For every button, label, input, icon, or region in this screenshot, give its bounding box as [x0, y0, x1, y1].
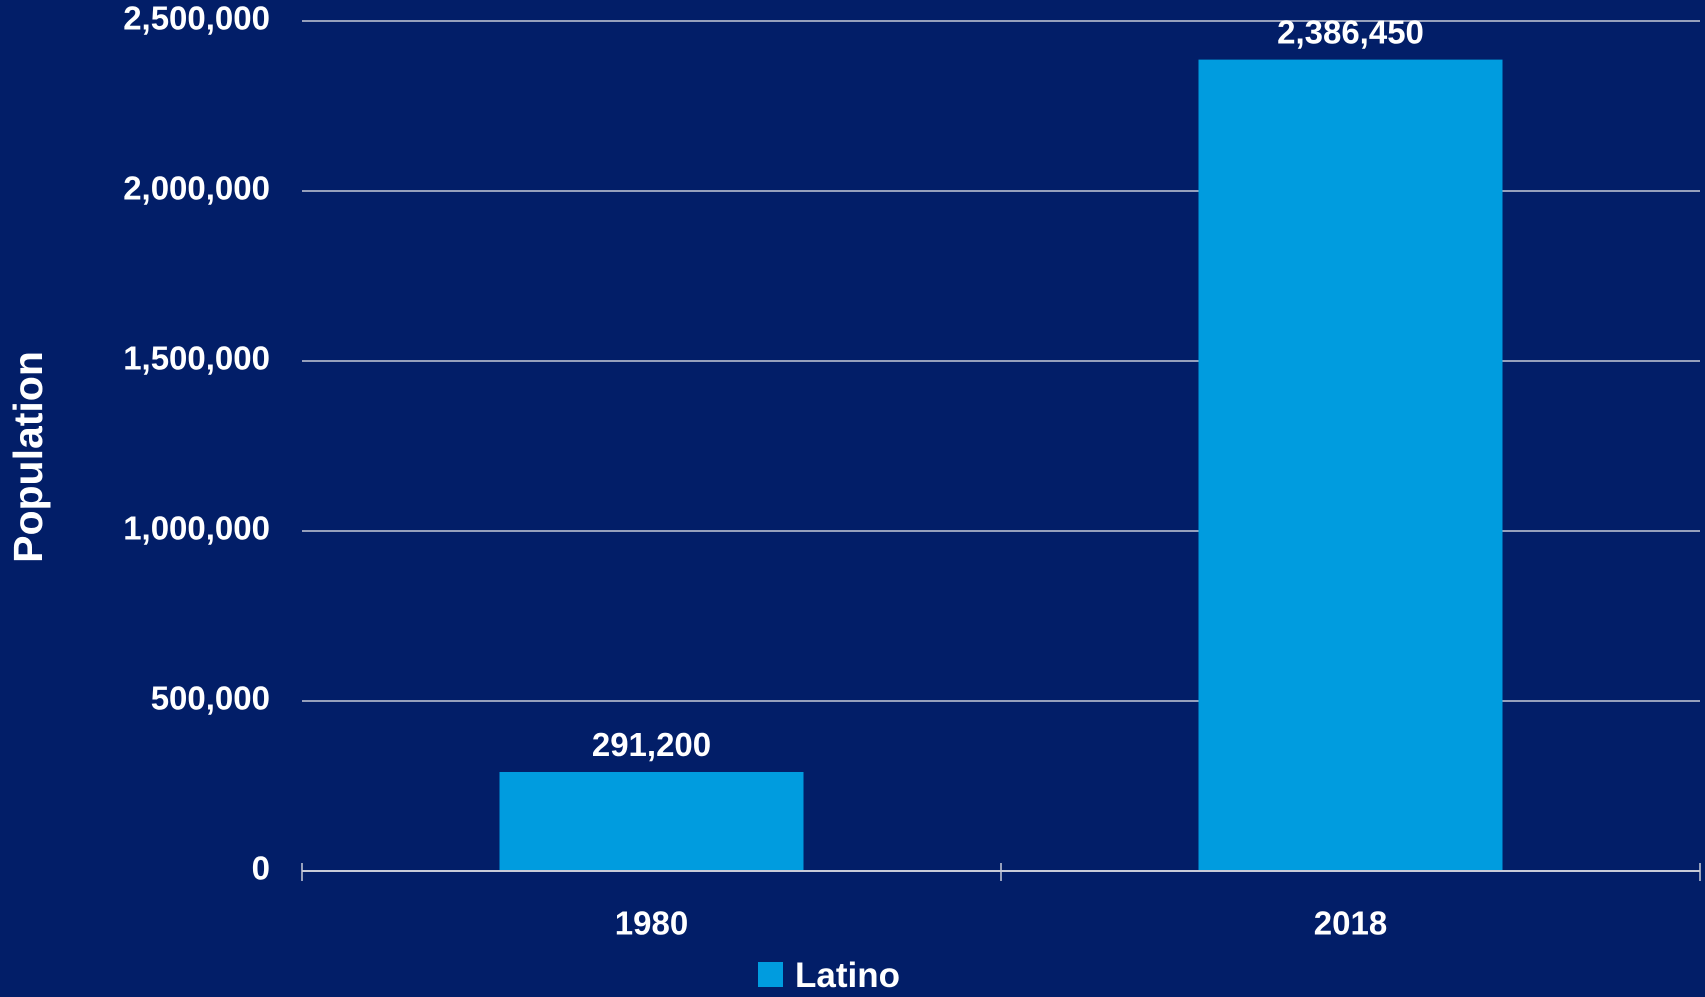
- y-tick-label: 500,000: [151, 680, 270, 717]
- y-tick-label: 1,000,000: [123, 510, 270, 547]
- data-labels: 291,200 2,386,450: [592, 14, 1424, 763]
- x-axis: [301, 863, 1701, 881]
- y-tick-label: 1,500,000: [123, 340, 270, 377]
- x-tick-label-1980: 1980: [615, 905, 688, 942]
- y-tick-label: 2,500,000: [123, 0, 270, 37]
- x-tick-label-2018: 2018: [1314, 905, 1387, 942]
- bar-2018: [1198, 59, 1503, 872]
- data-label-2018: 2,386,450: [1277, 14, 1424, 51]
- legend-swatch-latino: [758, 962, 783, 987]
- x-axis-tick-labels: 1980 2018: [615, 905, 1387, 942]
- y-axis-title: Population: [5, 351, 51, 563]
- y-tick-label: 2,000,000: [123, 170, 270, 207]
- legend-label-latino: Latino: [795, 956, 900, 992]
- bar-1980: [499, 771, 804, 871]
- bars: [499, 59, 1503, 872]
- y-axis-tick-labels: 0 500,000 1,000,000 1,500,000 2,000,000 2,500…: [123, 0, 270, 887]
- y-tick-label: 0: [252, 850, 270, 887]
- data-label-1980: 291,200: [592, 726, 711, 763]
- legend: Latino: [758, 956, 900, 995]
